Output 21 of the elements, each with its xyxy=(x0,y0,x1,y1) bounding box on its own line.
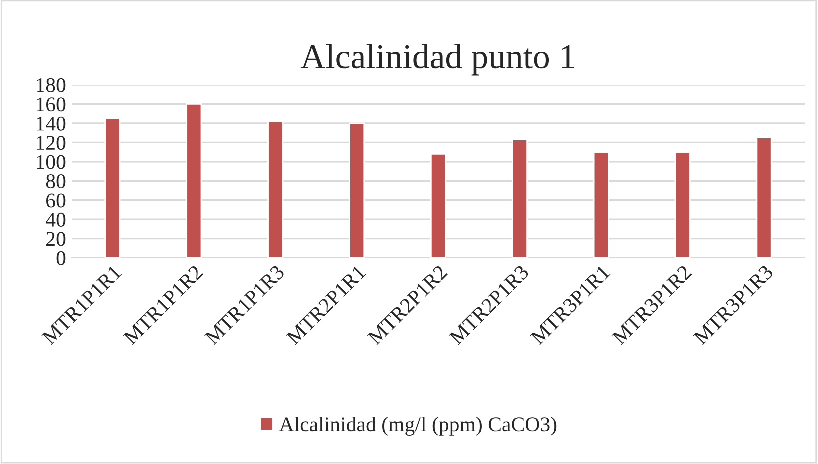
bar xyxy=(756,137,772,258)
y-tick-label: 100 xyxy=(37,155,66,170)
bar xyxy=(349,122,366,258)
y-tick-label: 180 xyxy=(37,78,66,92)
y-tick-label: 0 xyxy=(56,251,66,266)
y-tick-label: 80 xyxy=(46,174,66,189)
y-tick-label: 60 xyxy=(46,194,66,208)
chart-title: Alcalinidad punto 1 xyxy=(300,44,574,76)
bar xyxy=(430,154,447,258)
bar xyxy=(674,152,691,258)
bar xyxy=(268,120,284,258)
legend-label: Alcalinidad (mg/l (ppm) CaCO3) xyxy=(279,417,557,436)
y-tick-label: 20 xyxy=(46,232,66,246)
bar xyxy=(186,104,202,258)
y-tick-label: 120 xyxy=(37,136,66,150)
y-tick-label: 140 xyxy=(37,116,66,131)
bar xyxy=(593,152,610,258)
y-tick-label: 40 xyxy=(46,212,66,227)
bar xyxy=(104,118,121,258)
y-tick-label: 160 xyxy=(37,98,66,112)
bar xyxy=(512,139,528,258)
